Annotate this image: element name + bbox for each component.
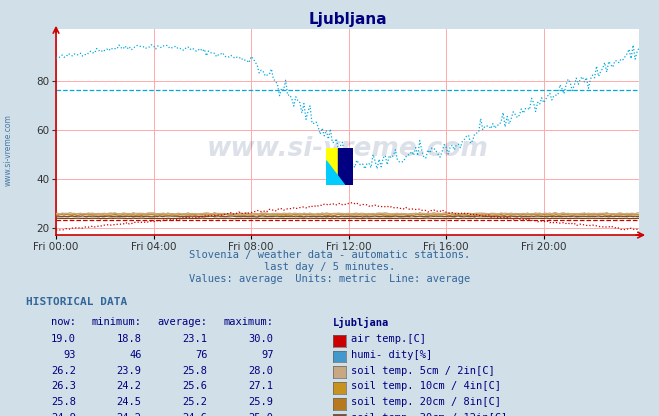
- Text: last day / 5 minutes.: last day / 5 minutes.: [264, 262, 395, 272]
- Text: 23.9: 23.9: [117, 366, 142, 376]
- Text: 27.1: 27.1: [248, 381, 273, 391]
- Text: now:: now:: [51, 317, 76, 327]
- Text: 25.0: 25.0: [248, 413, 273, 416]
- Text: Slovenia / weather data - automatic stations.: Slovenia / weather data - automatic stat…: [189, 250, 470, 260]
- Text: www.si-vreme.com: www.si-vreme.com: [207, 136, 488, 161]
- Text: 24.9: 24.9: [51, 413, 76, 416]
- Text: average:: average:: [158, 317, 208, 327]
- Text: 26.2: 26.2: [51, 366, 76, 376]
- Text: Values: average  Units: metric  Line: average: Values: average Units: metric Line: aver…: [189, 274, 470, 284]
- Title: Ljubljana: Ljubljana: [308, 12, 387, 27]
- Text: HISTORICAL DATA: HISTORICAL DATA: [26, 297, 128, 307]
- Text: 25.8: 25.8: [51, 397, 76, 407]
- Text: 28.0: 28.0: [248, 366, 273, 376]
- Polygon shape: [338, 148, 353, 185]
- Text: soil temp. 20cm / 8in[C]: soil temp. 20cm / 8in[C]: [351, 397, 501, 407]
- Text: 18.8: 18.8: [117, 334, 142, 344]
- Text: 24.5: 24.5: [117, 397, 142, 407]
- Text: 24.6: 24.6: [183, 413, 208, 416]
- Text: soil temp. 30cm / 12in[C]: soil temp. 30cm / 12in[C]: [351, 413, 507, 416]
- Text: 25.2: 25.2: [183, 397, 208, 407]
- Text: 93: 93: [63, 350, 76, 360]
- Text: 24.2: 24.2: [117, 381, 142, 391]
- Text: minimum:: minimum:: [92, 317, 142, 327]
- Text: soil temp. 5cm / 2in[C]: soil temp. 5cm / 2in[C]: [351, 366, 495, 376]
- Text: 25.8: 25.8: [183, 366, 208, 376]
- Text: www.si-vreme.com: www.si-vreme.com: [4, 114, 13, 186]
- Text: 23.1: 23.1: [183, 334, 208, 344]
- Text: Ljubljana: Ljubljana: [333, 317, 389, 329]
- Text: soil temp. 10cm / 4in[C]: soil temp. 10cm / 4in[C]: [351, 381, 501, 391]
- Text: 97: 97: [261, 350, 273, 360]
- Text: 25.9: 25.9: [248, 397, 273, 407]
- Text: 19.0: 19.0: [51, 334, 76, 344]
- Text: air temp.[C]: air temp.[C]: [351, 334, 426, 344]
- Text: humi- dity[%]: humi- dity[%]: [351, 350, 432, 360]
- Text: 26.3: 26.3: [51, 381, 76, 391]
- Text: 46: 46: [129, 350, 142, 360]
- Text: 30.0: 30.0: [248, 334, 273, 344]
- Text: 76: 76: [195, 350, 208, 360]
- Polygon shape: [326, 161, 345, 185]
- Text: 24.2: 24.2: [117, 413, 142, 416]
- Text: 25.6: 25.6: [183, 381, 208, 391]
- Text: maximum:: maximum:: [223, 317, 273, 327]
